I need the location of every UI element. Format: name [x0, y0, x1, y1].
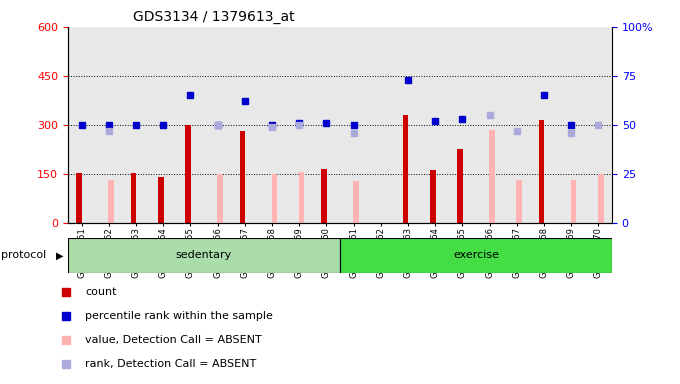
Bar — [353, 181, 359, 223]
Bar — [239, 131, 245, 223]
Text: count: count — [85, 287, 116, 297]
Bar — [68, 238, 340, 273]
Bar — [598, 174, 604, 223]
Bar — [185, 125, 191, 223]
Text: percentile rank within the sample: percentile rank within the sample — [85, 311, 273, 321]
Bar — [340, 238, 612, 273]
Bar — [516, 180, 522, 223]
Bar — [158, 177, 164, 223]
Text: sedentary: sedentary — [176, 250, 232, 260]
Text: GDS3134 / 1379613_at: GDS3134 / 1379613_at — [133, 10, 295, 25]
Bar — [131, 173, 137, 223]
Bar — [271, 174, 277, 223]
Bar — [403, 115, 409, 223]
Text: exercise: exercise — [453, 250, 499, 260]
Bar — [299, 172, 305, 223]
Bar — [108, 180, 114, 223]
Text: protocol: protocol — [1, 250, 47, 260]
Text: rank, Detection Call = ABSENT: rank, Detection Call = ABSENT — [85, 359, 256, 369]
Bar — [321, 169, 327, 223]
Text: value, Detection Call = ABSENT: value, Detection Call = ABSENT — [85, 335, 262, 345]
Bar — [430, 170, 436, 223]
Bar — [489, 130, 495, 223]
Bar — [217, 174, 223, 223]
Bar — [571, 180, 577, 223]
Bar — [539, 120, 545, 223]
Text: ▶: ▶ — [56, 250, 63, 260]
Bar — [76, 173, 82, 223]
Bar — [457, 149, 463, 223]
